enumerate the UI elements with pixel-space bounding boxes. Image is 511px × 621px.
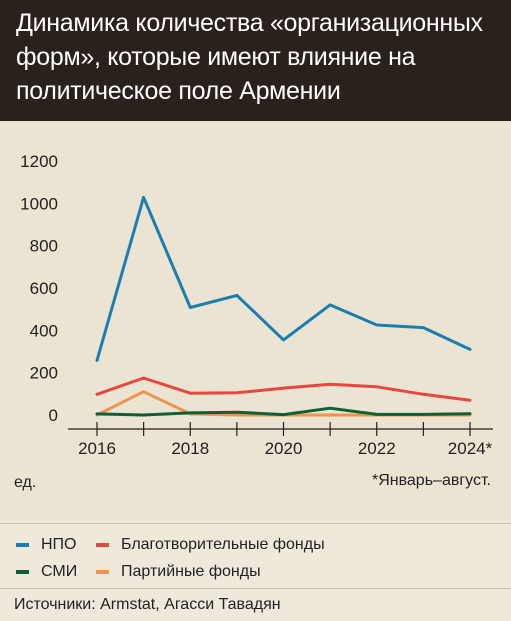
footnote: *Январь–август. (372, 472, 491, 490)
series-lines (97, 197, 470, 415)
legend-swatch-media (16, 570, 29, 574)
y-tick-label: 400 (30, 321, 58, 340)
series-line-3 (97, 392, 470, 415)
series-line-0 (97, 197, 470, 360)
source-text: Источники: Armstat, Агасси Тавадян (14, 596, 281, 614)
x-tick-label: 2016 (78, 439, 116, 458)
legend-label-party: Партийные фонды (121, 563, 261, 581)
y-tick-label: 0 (49, 406, 58, 425)
legend-item-npo: НПО (16, 536, 77, 554)
source-bar: Источники: Armstat, Агасси Тавадян (0, 588, 511, 621)
legend: НПО Благотворительные фонды СМИ Партийны… (0, 523, 511, 588)
legend-swatch-npo (16, 543, 29, 547)
chart-title: Динамика количества «организационных фор… (16, 6, 496, 108)
y-tick-label: 200 (30, 364, 58, 383)
legend-item-party: Партийные фонды (96, 563, 261, 581)
legend-swatch-charity (96, 543, 109, 547)
y-tick-label: 800 (30, 237, 58, 256)
legend-swatch-party (96, 570, 109, 574)
y-axis: 0 200 400 600 800 1000 1200 (20, 152, 58, 425)
y-tick-label: 1200 (20, 152, 58, 171)
legend-label-npo: НПО (41, 536, 77, 554)
series-line-2 (97, 408, 470, 415)
x-axis: 2016 2018 2020 2022 2024* (68, 422, 493, 458)
legend-item-media: СМИ (16, 563, 77, 581)
x-tick-label: 2022 (358, 439, 396, 458)
unit-label: ед. (14, 474, 36, 492)
chart-header: Динамика количества «организационных фор… (0, 0, 511, 121)
legend-label-charity: Благотворительные фонды (121, 536, 325, 554)
x-tick-label: 2024* (448, 439, 493, 458)
legend-item-charity: Благотворительные фонды (96, 536, 325, 554)
x-tick-label: 2018 (171, 439, 209, 458)
y-tick-label: 1000 (20, 194, 58, 213)
y-tick-label: 600 (30, 279, 58, 298)
legend-label-media: СМИ (41, 563, 77, 581)
x-tick-label: 2020 (265, 439, 303, 458)
